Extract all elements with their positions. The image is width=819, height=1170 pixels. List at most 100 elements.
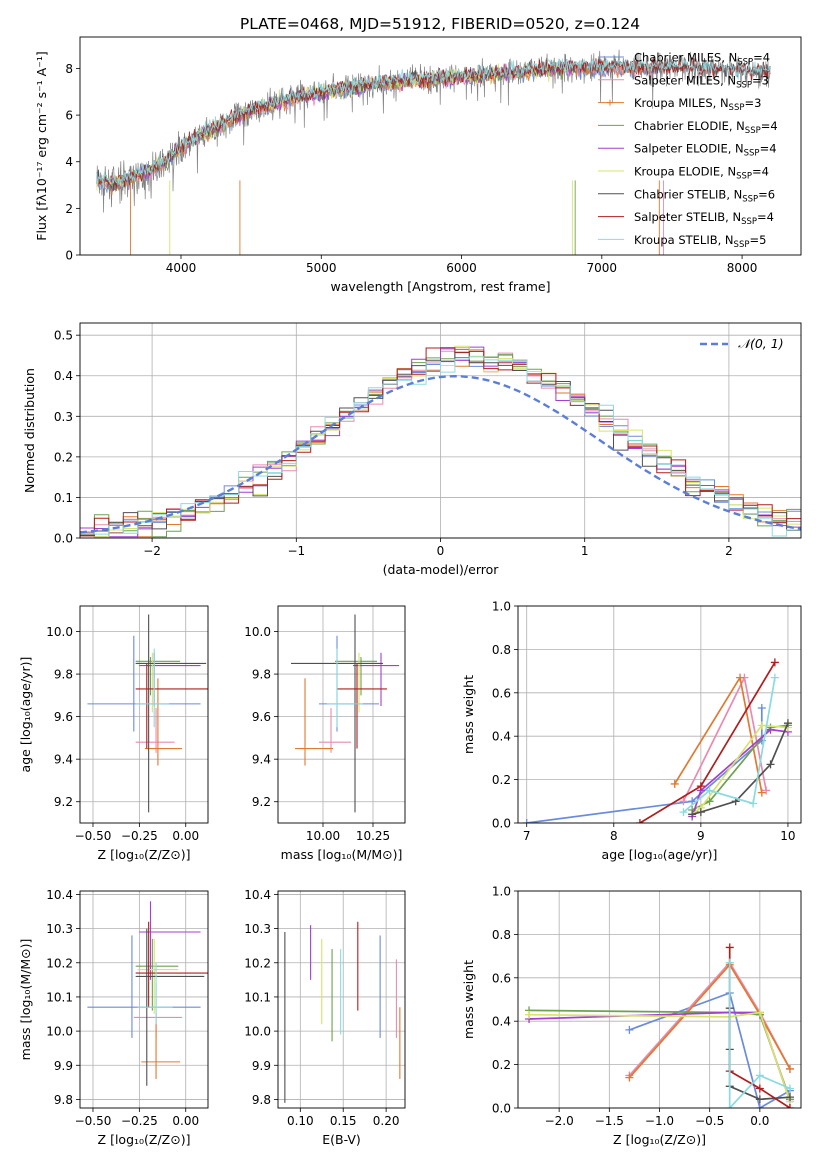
y-axis-label: mass weight: [461, 675, 476, 754]
x-tick-label: 5000: [306, 261, 337, 275]
y-tick-label: 0.2: [492, 773, 511, 787]
y-tick-label: 0.6: [492, 686, 511, 700]
errorbar-point: [135, 663, 208, 749]
y-tick-label: 0.1: [54, 491, 73, 505]
age_vs_mass-frame: [277, 605, 406, 824]
residual-histogram-step: [80, 347, 801, 537]
y-tick-label: 10.0: [244, 625, 271, 639]
errorbar-point: [133, 983, 183, 1038]
legend-label: 𝒩(0, 1): [738, 336, 784, 351]
y-tick-label: 6: [65, 109, 73, 123]
mass_vs_Z-chart: −0.50 −0.25 0.00 9.8 9.9 10.0 10.1 10.2 10.3 10.4…: [18, 888, 209, 1147]
y-tick-label: 9.8: [252, 668, 271, 682]
x-tick-label: 0.0: [750, 1114, 769, 1128]
y-axis-label: mass [log₁₀(M/M⊙)]: [18, 939, 33, 1061]
mass-weight-marker: [525, 1010, 534, 1019]
x-tick-label: 6000: [446, 261, 477, 275]
mass-weight-marker: [635, 819, 644, 823]
x-tick-label: 1: [581, 544, 589, 558]
y-axis-label: age [log₁₀(age/yr)]: [18, 657, 33, 773]
mass_vs_ebv-chart: 0.10 0.15 0.20 9.8 9.9 10.0 10.1 10.2 10.3 10.4 E(…: [244, 888, 406, 1147]
y-tick-label: 10.2: [244, 956, 271, 970]
spectrum-chart: 4000 5000 6000 7000 8000 0 2 4 6 8 wavelength [Ang…: [34, 36, 802, 294]
errorbar-point: [87, 635, 201, 732]
mass-weight-marker: [785, 1064, 794, 1073]
errorbar-point: [135, 708, 175, 753]
y-tick-label: 0.3: [54, 410, 73, 424]
y-tick-label: 9.6: [54, 710, 73, 724]
mass-weight-marker: [670, 779, 679, 788]
errorbar-point: [353, 652, 399, 706]
legend-label: Chabrier STELIB, NSSP=6: [634, 187, 775, 204]
errorbar-point: [295, 678, 333, 766]
y-tick-label: 10.4: [244, 888, 271, 902]
mass_weight_vs_Z-chart: −2.0 −1.5 −1.0 −0.5 0.0 0.0 0.2 0.4 0.6 0.8 1.0 Z […: [461, 885, 802, 1147]
x-tick-label: 8: [610, 829, 618, 843]
residual-histogram-step: [80, 352, 801, 536]
mass_weight_vs_Z-plot-area: [525, 943, 794, 1108]
residuals-frame: [79, 322, 802, 539]
errorbar-point: [141, 1014, 181, 1079]
x-tick-label: 9: [697, 829, 705, 843]
mass_weight_vs_age-chart: 7 8 9 10 0.0 0.2 0.4 0.6 0.8 1.0 age [log₁₀(age/yr…: [461, 600, 802, 862]
mass-weight-line: [691, 724, 788, 815]
y-tick-label: 0.8: [492, 928, 511, 942]
y-tick-label: 10.2: [46, 956, 73, 970]
y-axis-label: mass weight: [461, 960, 476, 1039]
y-tick-label: 10.0: [244, 1025, 271, 1039]
spectrum-plot-area: [96, 49, 771, 255]
model-spectrum-line: [96, 61, 574, 192]
legend-label: Kroupa ELODIE, NSSP=4: [634, 165, 769, 182]
mass-weight-marker: [770, 658, 779, 667]
errorbar-point: [135, 648, 170, 728]
mass-weight-line: [528, 1011, 791, 1102]
legend-label: Chabrier ELODIE, NSSP=4: [634, 119, 778, 136]
x-tick-label: −0.25: [121, 1114, 158, 1128]
y-tick-label: 0.6: [492, 971, 511, 985]
x-tick-label: −1: [287, 544, 305, 558]
residuals-plot-area: [80, 345, 801, 538]
mass-weight-line: [628, 963, 791, 1079]
x-tick-label: 10.00: [306, 829, 340, 843]
mass-weight-marker: [785, 1084, 794, 1093]
x-tick-label: 10: [780, 829, 795, 843]
x-tick-label: 0.00: [172, 829, 199, 843]
legend-label: Salpeter ELODIE, NSSP=4: [634, 142, 777, 159]
y-tick-label: 10.1: [244, 990, 271, 1004]
age_vs_Z-chart: −0.50 −0.25 0.00 9.2 9.4 9.6 9.8 10.0 Z [log₁₀(Z…: [18, 605, 209, 862]
spectrum-frame: [79, 36, 802, 256]
mass-weight-marker: [625, 1025, 634, 1034]
mass-weight-marker: [785, 1104, 794, 1108]
mass-weight-marker: [696, 808, 705, 817]
errorbar-point: [327, 648, 363, 728]
y-tick-label: 10.0: [46, 1025, 73, 1039]
model-spectrum-line: [96, 57, 771, 189]
y-tick-label: 9.8: [54, 668, 73, 682]
mass-weight-marker: [757, 788, 766, 797]
errorbar-point: [135, 921, 208, 1008]
x-tick-label: −0.50: [75, 1114, 112, 1128]
mass_vs_ebv-plot-area: [284, 921, 401, 1103]
y-tick-label: 0.4: [492, 1015, 511, 1029]
y-tick-label: 10.4: [46, 888, 73, 902]
mass-weight-marker: [688, 810, 697, 819]
y-tick-label: 10.3: [244, 922, 271, 936]
x-tick-label: −0.50: [75, 829, 112, 843]
x-tick-label: 8000: [727, 261, 758, 275]
y-tick-label: 0.0: [492, 1102, 511, 1116]
y-tick-label: 0.2: [492, 1058, 511, 1072]
mass_weight_vs_Z-frame: [517, 890, 802, 1109]
x-tick-label: 0.10: [287, 1114, 314, 1128]
mass-weight-marker: [679, 808, 688, 817]
mass_weight_vs_age-plot-area: [522, 658, 792, 823]
mass-weight-marker: [755, 1104, 764, 1108]
x-tick-label: −0.25: [121, 829, 158, 843]
x-axis-label: wavelength [Angstrom, rest frame]: [330, 279, 550, 294]
x-axis-label: (data-model)/error: [383, 562, 500, 577]
model-spectrum-line: [96, 61, 574, 191]
errorbar-point: [337, 663, 387, 749]
mass-weight-marker: [725, 1104, 734, 1108]
y-tick-label: 0.2: [54, 450, 73, 464]
mass_weight_vs_age-frame: [517, 605, 802, 824]
legend-label: Chabrier MILES, NSSP=4: [634, 51, 770, 68]
